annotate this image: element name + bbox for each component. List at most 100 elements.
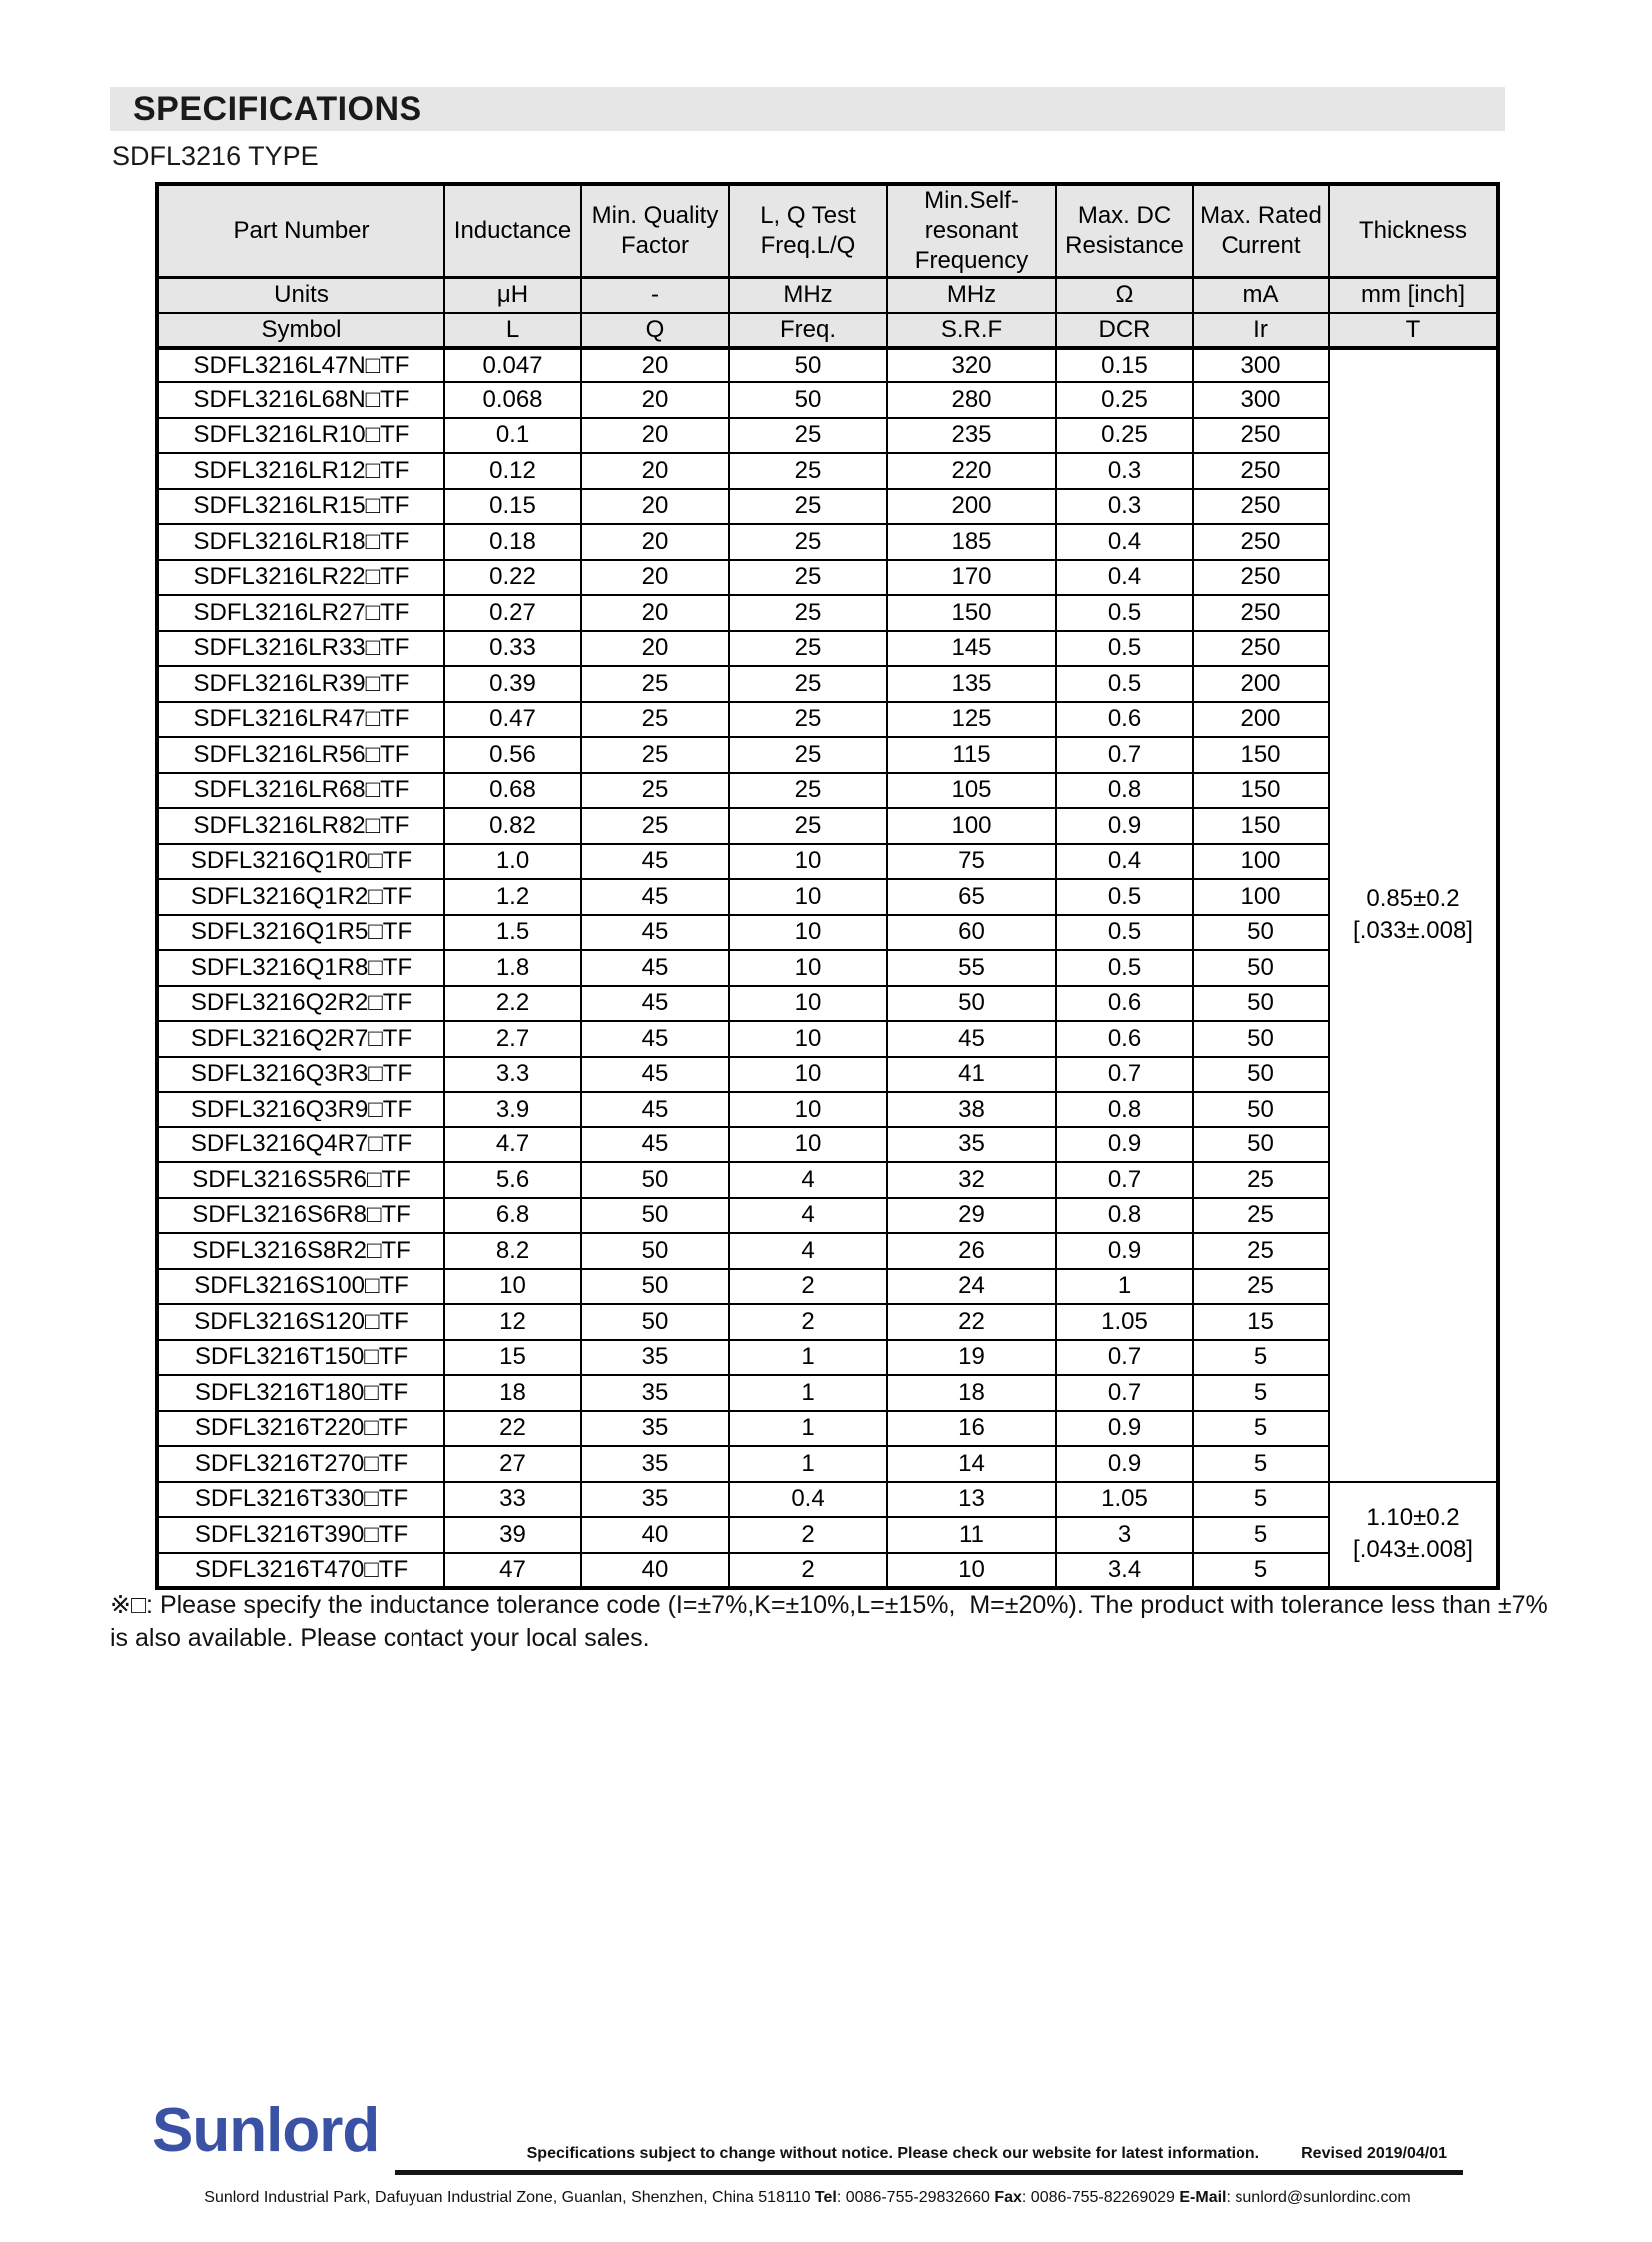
cell-dcr: 1 <box>1055 1267 1194 1305</box>
cell-q: 25 <box>580 665 730 703</box>
symbol-quality-factor: Q <box>580 311 730 350</box>
cell-ir: 5 <box>1192 1516 1330 1554</box>
cell-ir: 25 <box>1192 1267 1330 1305</box>
table-row: SDFL3216S100□TF 10 50 2 24 1 25 <box>156 1267 1498 1305</box>
table-row: SDFL3216L68N□TF 0.068 20 50 280 0.25 300 <box>156 381 1498 419</box>
cell-freq: 25 <box>728 771 888 809</box>
cell-q: 20 <box>580 452 730 490</box>
cell-srf: 280 <box>886 381 1057 419</box>
cell-freq: 10 <box>728 1020 888 1058</box>
cell-ir: 250 <box>1192 629 1330 667</box>
cell-ir: 25 <box>1192 1161 1330 1199</box>
cell-q: 25 <box>580 807 730 845</box>
cell-ir: 50 <box>1192 1125 1330 1163</box>
cell-part: SDFL3216Q2R7□TF <box>156 1020 445 1058</box>
cell-srf: 29 <box>886 1196 1057 1234</box>
spec-table-body: SDFL3216L47N□TF 0.047 20 50 320 0.15 300 0.85±0… <box>156 346 1499 1589</box>
cell-srf: 26 <box>886 1232 1057 1270</box>
cell-freq: 2 <box>728 1303 888 1341</box>
thickness-cell: 0.85±0.2 [.033±.008] <box>1328 346 1499 1483</box>
cell-ir: 250 <box>1192 452 1330 490</box>
cell-part: SDFL3216T180□TF <box>156 1374 445 1412</box>
cell-srf: 125 <box>886 700 1057 738</box>
cell-part: SDFL3216T150□TF <box>156 1338 445 1376</box>
cell-inductance: 0.56 <box>443 736 582 774</box>
cell-inductance: 6.8 <box>443 1196 582 1234</box>
cell-dcr: 0.7 <box>1055 736 1194 774</box>
cell-dcr: 0.25 <box>1055 381 1194 419</box>
table-row: SDFL3216Q1R5□TF 1.5 45 10 60 0.5 50 <box>156 913 1498 951</box>
cell-part: SDFL3216LR10□TF <box>156 416 445 454</box>
cell-dcr: 3.4 <box>1055 1551 1194 1589</box>
cell-part: SDFL3216T330□TF <box>156 1480 445 1518</box>
cell-freq: 10 <box>728 842 888 880</box>
table-row: SDFL3216S8R2□TF 8.2 50 4 26 0.9 25 <box>156 1232 1498 1270</box>
table-row: SDFL3216LR39□TF 0.39 25 25 135 0.5 200 <box>156 665 1498 703</box>
cell-part: SDFL3216LR68□TF <box>156 771 445 809</box>
cell-ir: 50 <box>1192 1055 1330 1093</box>
cell-freq: 10 <box>728 913 888 951</box>
cell-freq: 25 <box>728 736 888 774</box>
cell-q: 35 <box>580 1445 730 1483</box>
cell-inductance: 2.2 <box>443 984 582 1022</box>
cell-inductance: 3.3 <box>443 1055 582 1093</box>
cell-ir: 5 <box>1192 1445 1330 1483</box>
cell-ir: 150 <box>1192 736 1330 774</box>
table-row: SDFL3216Q1R2□TF 1.2 45 10 65 0.5 100 <box>156 878 1498 916</box>
cell-inductance: 27 <box>443 1445 582 1483</box>
spec-table: Part Number Inductance Min. Quality Fact… <box>155 182 1500 1590</box>
cell-inductance: 1.2 <box>443 878 582 916</box>
cell-part: SDFL3216LR33□TF <box>156 629 445 667</box>
table-row: SDFL3216Q1R8□TF 1.8 45 10 55 0.5 50 <box>156 949 1498 987</box>
address-text: Sunlord Industrial Park, Dafuyuan Indust… <box>204 2189 815 2206</box>
cell-dcr: 0.6 <box>1055 1020 1194 1058</box>
header-row: Part Number Inductance Min. Quality Fact… <box>156 183 1499 279</box>
cell-ir: 150 <box>1192 807 1330 845</box>
cell-q: 20 <box>580 558 730 596</box>
cell-q: 45 <box>580 1091 730 1128</box>
cell-ir: 50 <box>1192 1020 1330 1058</box>
table-row: SDFL3216L47N□TF 0.047 20 50 320 0.15 300 0.85±0… <box>156 346 1499 1483</box>
cell-inductance: 8.2 <box>443 1232 582 1270</box>
cell-ir: 150 <box>1192 771 1330 809</box>
cell-dcr: 0.9 <box>1055 1409 1194 1447</box>
symbol-label: Symbol <box>156 311 445 350</box>
cell-ir: 15 <box>1192 1303 1330 1341</box>
cell-ir: 5 <box>1192 1409 1330 1447</box>
cell-part: SDFL3216S120□TF <box>156 1303 445 1341</box>
cell-q: 35 <box>580 1480 730 1518</box>
table-row: SDFL3216Q4R7□TF 4.7 45 10 35 0.9 50 <box>156 1125 1498 1163</box>
cell-freq: 1 <box>728 1374 888 1412</box>
cell-freq: 10 <box>728 984 888 1022</box>
cell-srf: 60 <box>886 913 1057 951</box>
cell-inductance: 18 <box>443 1374 582 1412</box>
units-row: Units μH - MHz MHz Ω mA mm [inch] <box>156 276 1499 314</box>
table-row: SDFL3216Q1R0□TF 1.0 45 10 75 0.4 100 <box>156 842 1498 880</box>
table-row: SDFL3216T390□TF 39 40 2 11 3 5 <box>156 1516 1498 1554</box>
cell-freq: 25 <box>728 594 888 632</box>
cell-dcr: 0.5 <box>1055 665 1194 703</box>
cell-ir: 5 <box>1192 1374 1330 1412</box>
cell-freq: 10 <box>728 1055 888 1093</box>
cell-q: 35 <box>580 1338 730 1376</box>
cell-freq: 10 <box>728 1091 888 1128</box>
cell-inductance: 0.33 <box>443 629 582 667</box>
cell-srf: 220 <box>886 452 1057 490</box>
cell-srf: 320 <box>886 346 1057 383</box>
cell-part: SDFL3216Q1R0□TF <box>156 842 445 880</box>
cell-dcr: 0.5 <box>1055 878 1194 916</box>
cell-srf: 170 <box>886 558 1057 596</box>
cell-q: 35 <box>580 1374 730 1412</box>
table-row: SDFL3216Q3R3□TF 3.3 45 10 41 0.7 50 <box>156 1055 1498 1093</box>
cell-dcr: 0.6 <box>1055 700 1194 738</box>
symbol-dcr: DCR <box>1055 311 1194 350</box>
unit-test-freq: MHz <box>728 276 888 314</box>
col-header-lq-test-freq: L, Q Test Freq.L/Q <box>728 183 888 279</box>
table-row: SDFL3216T150□TF 15 35 1 19 0.7 5 <box>156 1338 1498 1376</box>
units-label: Units <box>156 276 445 314</box>
tel-value: : 0086-755-29832660 <box>836 2189 995 2206</box>
cell-dcr: 0.8 <box>1055 1196 1194 1234</box>
cell-srf: 75 <box>886 842 1057 880</box>
cell-inductance: 15 <box>443 1338 582 1376</box>
